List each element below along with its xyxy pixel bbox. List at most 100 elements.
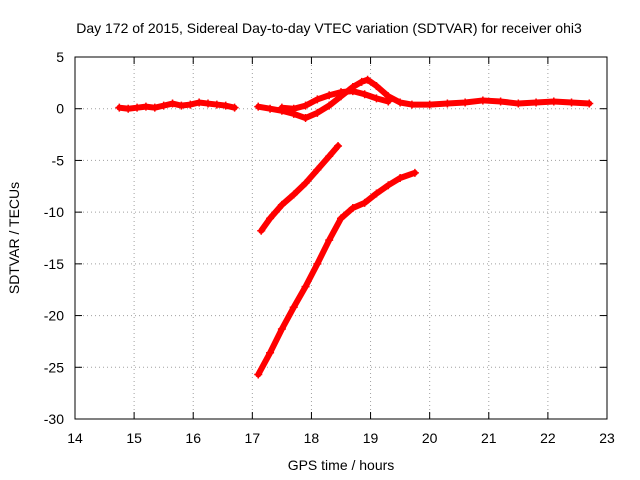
x-tick-label: 22 (540, 430, 556, 446)
data-point (532, 98, 541, 107)
data-point (443, 99, 452, 108)
y-tick-label: 5 (56, 49, 64, 65)
x-tick-label: 16 (185, 430, 201, 446)
data-point (168, 99, 177, 108)
data-point (567, 98, 576, 107)
data-point (396, 174, 405, 183)
data-point (585, 99, 594, 108)
data-point (325, 152, 334, 161)
data-point (141, 102, 150, 111)
data-point (396, 98, 405, 107)
series-line (258, 142, 342, 234)
series-arc-5 (254, 168, 419, 379)
data-series (115, 75, 594, 379)
x-axis-label: GPS time / hours (288, 457, 395, 473)
data-point (289, 104, 298, 113)
axis-ticks: 14 15 16 17 18 19 20 21 22 23 5 0 -5 -10 -15 -20 -25 -30 (44, 49, 615, 446)
y-tick-label: -20 (44, 308, 64, 324)
data-point (478, 96, 487, 105)
data-point (266, 348, 275, 357)
data-point (325, 101, 334, 110)
series-arc-1 (115, 98, 239, 113)
data-point (230, 103, 239, 112)
data-point (289, 303, 298, 312)
data-point (337, 88, 345, 97)
data-point (195, 98, 204, 107)
data-point (348, 204, 357, 213)
x-tick-label: 20 (422, 430, 438, 446)
data-point (313, 259, 322, 268)
data-point (425, 100, 434, 109)
data-point (334, 141, 343, 150)
y-tick-label: -10 (44, 204, 64, 220)
x-tick-label: 19 (363, 430, 379, 446)
data-point (186, 100, 195, 109)
y-tick-label: -15 (44, 256, 64, 272)
data-point (301, 282, 310, 291)
series-line (278, 88, 392, 112)
data-point (313, 108, 322, 117)
data-point (301, 114, 310, 123)
data-point (407, 100, 416, 109)
data-point (348, 87, 357, 96)
data-point (372, 81, 381, 90)
data-point (257, 226, 266, 235)
y-tick-label: -5 (52, 152, 65, 168)
data-point (266, 214, 275, 223)
chart-title: Day 172 of 2015, Sidereal Day-to-day VTE… (76, 20, 582, 36)
data-point (150, 103, 159, 112)
data-point (221, 101, 230, 110)
data-point (372, 94, 381, 103)
data-point (159, 101, 168, 110)
y-tick-label: -25 (44, 359, 64, 375)
series-arc-3 (277, 87, 393, 113)
data-point (124, 104, 133, 113)
data-point (289, 190, 298, 199)
series-arc-2 (254, 75, 594, 123)
data-point (301, 179, 310, 188)
data-point (357, 77, 366, 86)
y-tick-label: -30 (44, 411, 64, 427)
data-point (461, 98, 470, 107)
data-point (177, 101, 186, 110)
data-point (313, 95, 322, 104)
data-point (496, 97, 505, 106)
plot-frame (74, 56, 608, 420)
data-point (277, 103, 286, 112)
x-tick-label: 23 (599, 430, 615, 446)
series-line (255, 169, 418, 378)
y-tick-label: 0 (56, 101, 64, 117)
x-tick-label: 14 (67, 430, 83, 446)
data-point (410, 168, 419, 177)
data-point (266, 104, 275, 113)
data-point (325, 236, 334, 245)
data-point (384, 181, 393, 190)
x-tick-label: 21 (481, 430, 497, 446)
data-point (363, 75, 372, 84)
data-point (372, 189, 381, 198)
x-tick-label: 15 (126, 430, 142, 446)
data-point (115, 103, 124, 112)
data-point (254, 370, 263, 379)
data-point (254, 102, 263, 111)
x-tick-label: 17 (245, 430, 261, 446)
data-point (301, 101, 310, 110)
data-point (277, 200, 286, 209)
y-axis-label: SDTVAR / TECUs (6, 182, 22, 294)
x-tick-label: 18 (304, 430, 320, 446)
data-point (514, 99, 523, 108)
data-point (325, 91, 334, 100)
data-point (277, 325, 286, 334)
series-arc-4 (257, 141, 343, 235)
data-point (313, 165, 322, 174)
data-point (212, 100, 221, 109)
data-point (337, 214, 345, 223)
data-point (549, 97, 558, 106)
data-point (360, 198, 369, 207)
data-point (384, 97, 393, 106)
data-point (204, 99, 212, 108)
data-point (133, 103, 142, 112)
data-point (360, 90, 369, 99)
